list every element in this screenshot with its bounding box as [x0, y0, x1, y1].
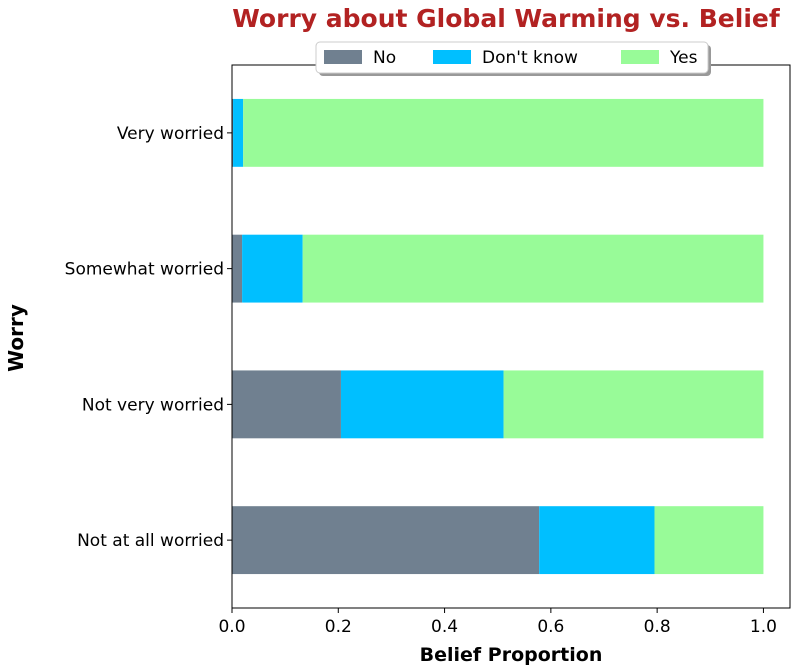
bar-2-series-2: [302, 234, 764, 303]
x-tick-label: 0.4: [431, 617, 458, 637]
y-tick-label: Very worried: [117, 124, 224, 144]
x-axis-ticks: 0.0 0.2 0.4 0.6 0.8 1.0: [218, 608, 777, 637]
legend-swatch: [621, 50, 659, 64]
bar-1-series-2: [503, 370, 764, 439]
legend: No Don't know Yes: [315, 41, 711, 76]
x-tick-label: 0.0: [218, 617, 245, 637]
bar-3-series-0: [232, 98, 234, 167]
legend-swatch: [324, 50, 362, 64]
legend-swatch: [433, 50, 471, 64]
x-tick-label: 0.6: [537, 617, 564, 637]
y-tick-label: Not at all worried: [77, 531, 224, 551]
bar-0-series-1: [539, 506, 655, 575]
legend-label: No: [373, 48, 396, 68]
bar-0-series-2: [654, 506, 764, 575]
x-tick-label: 0.8: [644, 617, 671, 637]
bar-2-series-1: [242, 234, 303, 303]
chart-title: Worry about Global Warming vs. Belief: [232, 4, 781, 33]
y-tick-label: Not very worried: [82, 395, 224, 415]
y-axis-ticks: Not at all worried Not very worried Somewh…: [65, 124, 232, 551]
x-axis-label: Belief Proportion: [420, 644, 603, 666]
bar-1-series-1: [340, 370, 504, 439]
bar-0-series-0: [232, 506, 540, 575]
bar-3-series-1: [233, 98, 244, 167]
x-tick-label: 1.0: [750, 617, 777, 637]
x-tick-label: 0.2: [325, 617, 352, 637]
y-tick-label: Somewhat worried: [65, 260, 224, 280]
legend-box: [315, 41, 709, 74]
bar-1-series-0: [232, 370, 341, 439]
bar-3-series-2: [243, 98, 764, 167]
legend-label: Don't know: [482, 48, 578, 68]
bars-group: [232, 98, 764, 575]
y-axis-label: Worry: [4, 304, 28, 372]
bar-2-series-0: [232, 234, 243, 303]
legend-label: Yes: [669, 48, 698, 68]
